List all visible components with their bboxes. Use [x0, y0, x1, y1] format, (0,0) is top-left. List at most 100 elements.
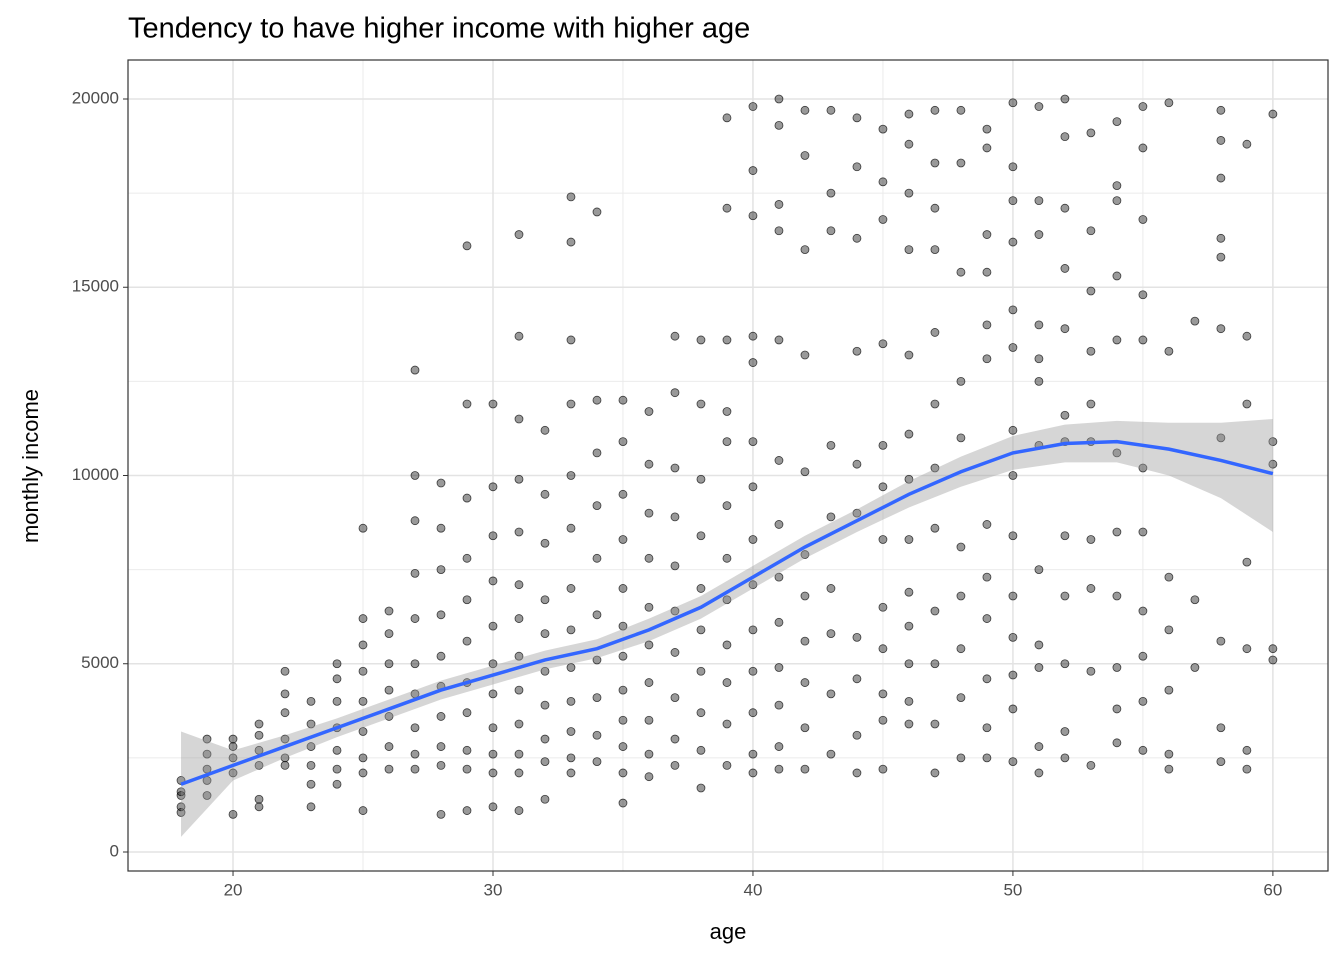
point	[1138, 696, 1148, 706]
point	[982, 354, 992, 364]
point	[982, 674, 992, 684]
point	[332, 674, 342, 684]
point	[1060, 264, 1070, 273]
point	[982, 230, 992, 239]
point	[1216, 636, 1226, 646]
point	[618, 489, 628, 499]
point	[878, 124, 888, 134]
point	[1138, 651, 1148, 661]
point	[1268, 655, 1278, 665]
point	[1138, 463, 1148, 473]
point	[1034, 354, 1044, 364]
point	[1138, 143, 1148, 153]
point	[176, 808, 186, 817]
point	[410, 749, 420, 759]
point	[930, 523, 940, 533]
point	[878, 644, 888, 654]
point	[462, 745, 472, 755]
point	[202, 749, 212, 759]
point	[800, 636, 810, 646]
y-tick-label: 20000	[72, 88, 119, 107]
point	[774, 335, 784, 345]
point	[176, 791, 186, 800]
point	[800, 151, 810, 160]
point	[618, 651, 628, 661]
point	[436, 478, 446, 488]
point	[566, 471, 576, 480]
point	[904, 188, 914, 198]
point	[306, 719, 316, 729]
point	[1086, 399, 1096, 409]
point	[1008, 343, 1018, 352]
point	[930, 328, 940, 337]
point	[384, 659, 394, 669]
point	[384, 606, 394, 616]
y-axis-title: monthly income	[18, 389, 43, 543]
point	[670, 693, 680, 703]
point	[644, 640, 654, 650]
point	[800, 105, 810, 115]
point	[514, 768, 524, 778]
y-tick-label: 0	[110, 841, 119, 860]
point	[618, 584, 628, 593]
point	[618, 715, 628, 725]
point	[358, 768, 368, 778]
point	[1268, 109, 1278, 119]
point	[1216, 136, 1226, 145]
confidence-band	[181, 419, 1273, 837]
point	[904, 587, 914, 597]
point	[514, 719, 524, 729]
point	[592, 207, 602, 217]
point	[722, 553, 732, 563]
point	[228, 742, 238, 751]
point	[410, 614, 420, 623]
point	[956, 267, 966, 277]
point	[904, 719, 914, 729]
point	[228, 753, 238, 763]
point	[800, 723, 810, 733]
point	[1164, 685, 1174, 695]
point	[982, 520, 992, 529]
point	[748, 102, 758, 111]
point	[332, 764, 342, 774]
point	[696, 783, 706, 793]
point	[644, 553, 654, 563]
point	[592, 757, 602, 767]
point	[1086, 286, 1096, 296]
point	[254, 794, 264, 804]
point	[1086, 584, 1096, 593]
panel-border	[127, 59, 1329, 872]
point	[306, 760, 316, 770]
point	[1060, 203, 1070, 213]
point	[332, 779, 342, 789]
point	[852, 162, 862, 172]
point	[1112, 181, 1122, 190]
point	[514, 414, 524, 424]
point	[462, 708, 472, 718]
point	[566, 192, 576, 202]
point	[852, 459, 862, 469]
point	[800, 550, 810, 559]
point	[436, 809, 446, 819]
point	[488, 723, 498, 733]
point	[1242, 764, 1252, 774]
y-tick-label: 10000	[72, 465, 119, 484]
point	[358, 727, 368, 736]
point	[878, 602, 888, 612]
point	[670, 512, 680, 522]
point	[696, 474, 706, 484]
point	[696, 335, 706, 345]
point	[488, 531, 498, 541]
point	[436, 760, 446, 770]
point	[410, 516, 420, 526]
point	[618, 535, 628, 544]
point	[852, 508, 862, 518]
point	[696, 666, 706, 676]
point	[748, 749, 758, 759]
point	[1034, 742, 1044, 751]
point	[1268, 644, 1278, 654]
point	[1008, 471, 1018, 480]
point	[826, 188, 836, 198]
point	[1164, 346, 1174, 356]
